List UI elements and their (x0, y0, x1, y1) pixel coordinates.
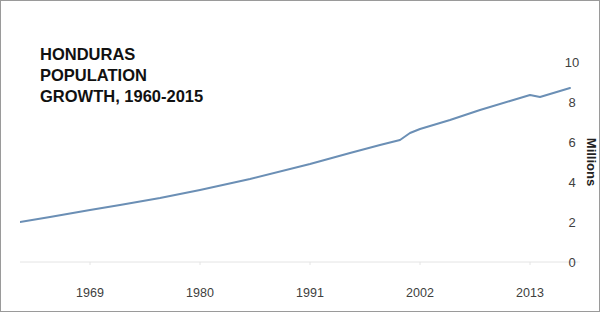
x-tick (310, 262, 311, 265)
y-tick-label: 0 (568, 255, 575, 270)
x-tick (90, 262, 91, 265)
plot-area (20, 88, 570, 222)
y-tick (578, 102, 580, 103)
y-tick-label: 8 (568, 95, 575, 110)
y-tick-label: 2 (568, 215, 575, 230)
title-line: HONDURAS (40, 45, 135, 63)
y-tick-label: 10 (565, 55, 579, 70)
y-axis-label: Millions (584, 138, 599, 186)
x-tick-label: 1980 (186, 286, 214, 300)
x-tick (420, 262, 421, 265)
x-tick (530, 262, 531, 265)
y-tick (578, 222, 580, 223)
title: HONDURAS POPULATION GROWTH, 1960-2015 (40, 45, 203, 105)
x-tick-label: 2002 (406, 286, 434, 300)
x-tick-label: 2013 (516, 286, 544, 300)
x-tick (200, 262, 201, 265)
y-tick-label: 6 (568, 135, 575, 150)
title-line: POPULATION (40, 66, 147, 84)
chart: 0 2 4 6 8 10 1969 1980 1991 2002 2013 Millions HONDU… (0, 0, 600, 312)
x-tick-label: 1991 (296, 286, 324, 300)
y-tick-label: 4 (568, 175, 575, 190)
y-tick (578, 262, 580, 263)
x-tick-label: 1969 (76, 286, 104, 300)
y-tick (578, 182, 580, 183)
x-axis-line (20, 262, 580, 263)
title-line: GROWTH, 1960-2015 (40, 87, 203, 105)
frame (1, 1, 600, 312)
y-tick (578, 142, 580, 143)
series-line (20, 88, 570, 222)
